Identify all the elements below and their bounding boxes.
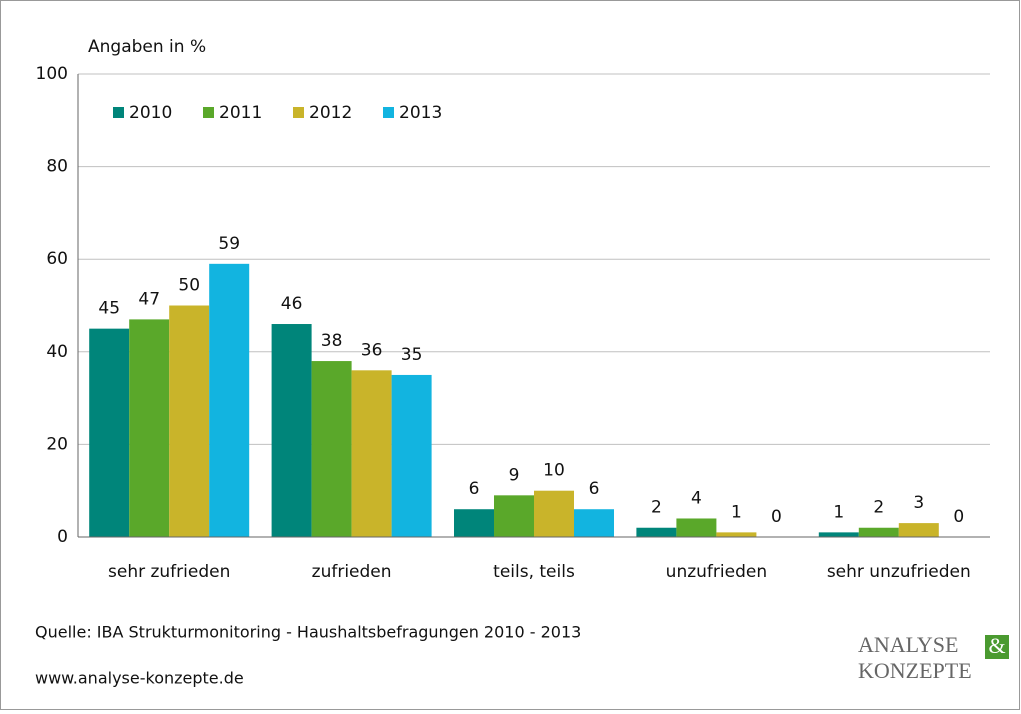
data-label: 38 [321,331,343,351]
url: www.analyse-konzepte.de [35,669,244,688]
x-tick-label: zufrieden [312,562,392,582]
y-tick-label: 0 [57,527,68,547]
bar [494,495,534,537]
logo-line1: ANALYSE [858,632,958,657]
data-label: 4 [691,488,702,508]
legend-swatch [293,107,304,118]
bar [311,361,352,537]
data-label: 6 [469,479,480,499]
data-label: 50 [178,276,200,296]
y-tick-label: 20 [46,434,68,454]
data-label: 0 [771,507,782,527]
x-tick-label: sehr zufrieden [108,562,230,582]
legend-label: 2011 [219,103,262,123]
legend-swatch [113,107,124,118]
x-tick-label: teils, teils [493,562,575,582]
source: Quelle: IBA Strukturmonitoring - Haushal… [35,623,581,642]
y-tick-label: 100 [36,64,68,84]
bar [818,532,859,537]
bar [129,319,170,537]
bar [574,509,614,537]
bar [169,305,210,537]
data-label: 0 [953,507,964,527]
data-label: 1 [833,502,844,522]
bar [391,374,432,537]
data-label: 6 [589,479,600,499]
data-label: 46 [281,294,303,314]
bar [898,523,939,537]
bar [858,527,899,537]
data-label: 45 [98,299,120,319]
data-label: 2 [651,498,662,518]
legend-label: 2013 [399,103,442,123]
legend-label: 2012 [309,103,352,123]
data-label: 9 [509,465,520,485]
data-label: 1 [731,502,742,522]
data-label: 2 [873,498,884,518]
data-label: 3 [913,493,924,513]
logo-amp: & [988,633,1005,658]
data-label: 47 [138,289,160,309]
bar [271,324,312,537]
legend-box [95,90,462,135]
y-tick-label: 40 [46,342,68,362]
legend-swatch [203,107,214,118]
bar [636,527,677,537]
bar [209,263,250,537]
bar [89,328,130,537]
x-tick-label: sehr unzufrieden [827,562,971,582]
data-label: 36 [361,340,383,360]
bar [351,370,392,537]
bar [534,490,574,537]
bar [676,518,717,537]
legend-swatch [383,107,394,118]
x-tick-label: unzufrieden [666,562,767,582]
y-tick-label: 60 [46,249,68,269]
y-tick-label: 80 [46,157,68,177]
data-label: 10 [543,461,565,481]
data-label: 35 [401,345,423,365]
legend-label: 2010 [129,103,172,123]
bar [454,509,494,537]
y-axis-label: Angaben in % [88,37,206,57]
logo-line2: KONZEPTE [858,658,972,683]
logo-amp-box [985,635,1009,659]
bar [716,532,757,537]
data-label: 59 [218,234,240,254]
